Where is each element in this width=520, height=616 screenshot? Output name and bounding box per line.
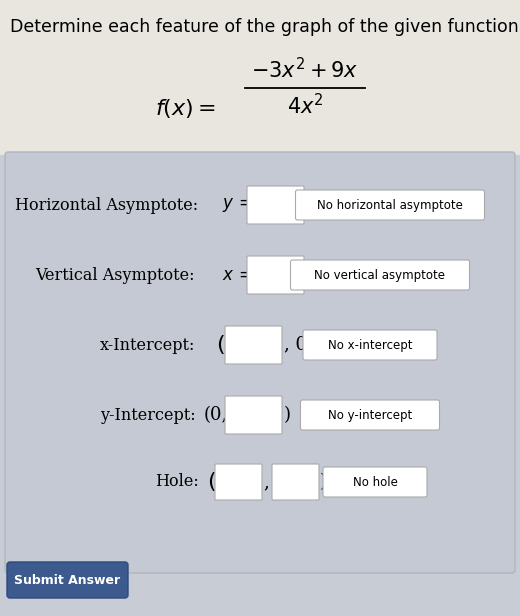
FancyBboxPatch shape	[215, 464, 262, 500]
FancyBboxPatch shape	[301, 400, 439, 430]
Text: No hole: No hole	[353, 476, 397, 488]
Text: (: (	[207, 472, 216, 492]
FancyBboxPatch shape	[272, 464, 319, 500]
Text: $y\,=$: $y\,=$	[222, 196, 252, 214]
Text: No horizontal asymptote: No horizontal asymptote	[317, 198, 463, 211]
FancyBboxPatch shape	[247, 186, 304, 224]
Text: Submit Answer: Submit Answer	[15, 573, 121, 586]
Text: ): )	[284, 406, 291, 424]
Text: No x-intercept: No x-intercept	[328, 339, 412, 352]
FancyBboxPatch shape	[295, 190, 485, 220]
Text: Horizontal Asymptote:: Horizontal Asymptote:	[15, 197, 198, 214]
Text: y-Intercept:: y-Intercept:	[100, 407, 196, 424]
FancyBboxPatch shape	[225, 396, 282, 434]
Text: Vertical Asymptote:: Vertical Asymptote:	[35, 267, 194, 283]
Text: x-Intercept:: x-Intercept:	[100, 336, 196, 354]
Bar	[0, 0, 520, 155]
Text: $-3x^2 + 9x$: $-3x^2 + 9x$	[251, 57, 359, 82]
FancyBboxPatch shape	[225, 326, 282, 364]
FancyBboxPatch shape	[323, 467, 427, 497]
FancyBboxPatch shape	[5, 152, 515, 573]
FancyBboxPatch shape	[303, 330, 437, 360]
Text: No vertical asymptote: No vertical asymptote	[315, 269, 446, 282]
Text: (0,: (0,	[204, 406, 228, 424]
Text: ): )	[320, 473, 327, 491]
Text: (: (	[216, 335, 225, 355]
Text: , 0): , 0)	[284, 336, 314, 354]
Text: $x\,=$: $x\,=$	[222, 267, 252, 283]
FancyBboxPatch shape	[7, 562, 128, 598]
Text: Determine each feature of the graph of the given function.: Determine each feature of the graph of t…	[10, 18, 520, 36]
Text: No y-intercept: No y-intercept	[328, 408, 412, 421]
Text: Hole:: Hole:	[155, 474, 199, 490]
FancyBboxPatch shape	[247, 256, 304, 294]
FancyBboxPatch shape	[291, 260, 470, 290]
Text: $f(x) =$: $f(x) =$	[155, 97, 216, 120]
Text: ,: ,	[263, 473, 269, 491]
Text: $4x^2$: $4x^2$	[287, 93, 323, 118]
